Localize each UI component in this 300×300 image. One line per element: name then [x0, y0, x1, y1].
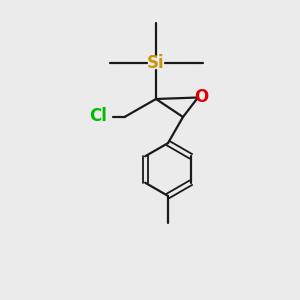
Text: Cl: Cl — [88, 107, 106, 125]
Text: Si: Si — [147, 54, 165, 72]
Text: O: O — [194, 88, 208, 106]
